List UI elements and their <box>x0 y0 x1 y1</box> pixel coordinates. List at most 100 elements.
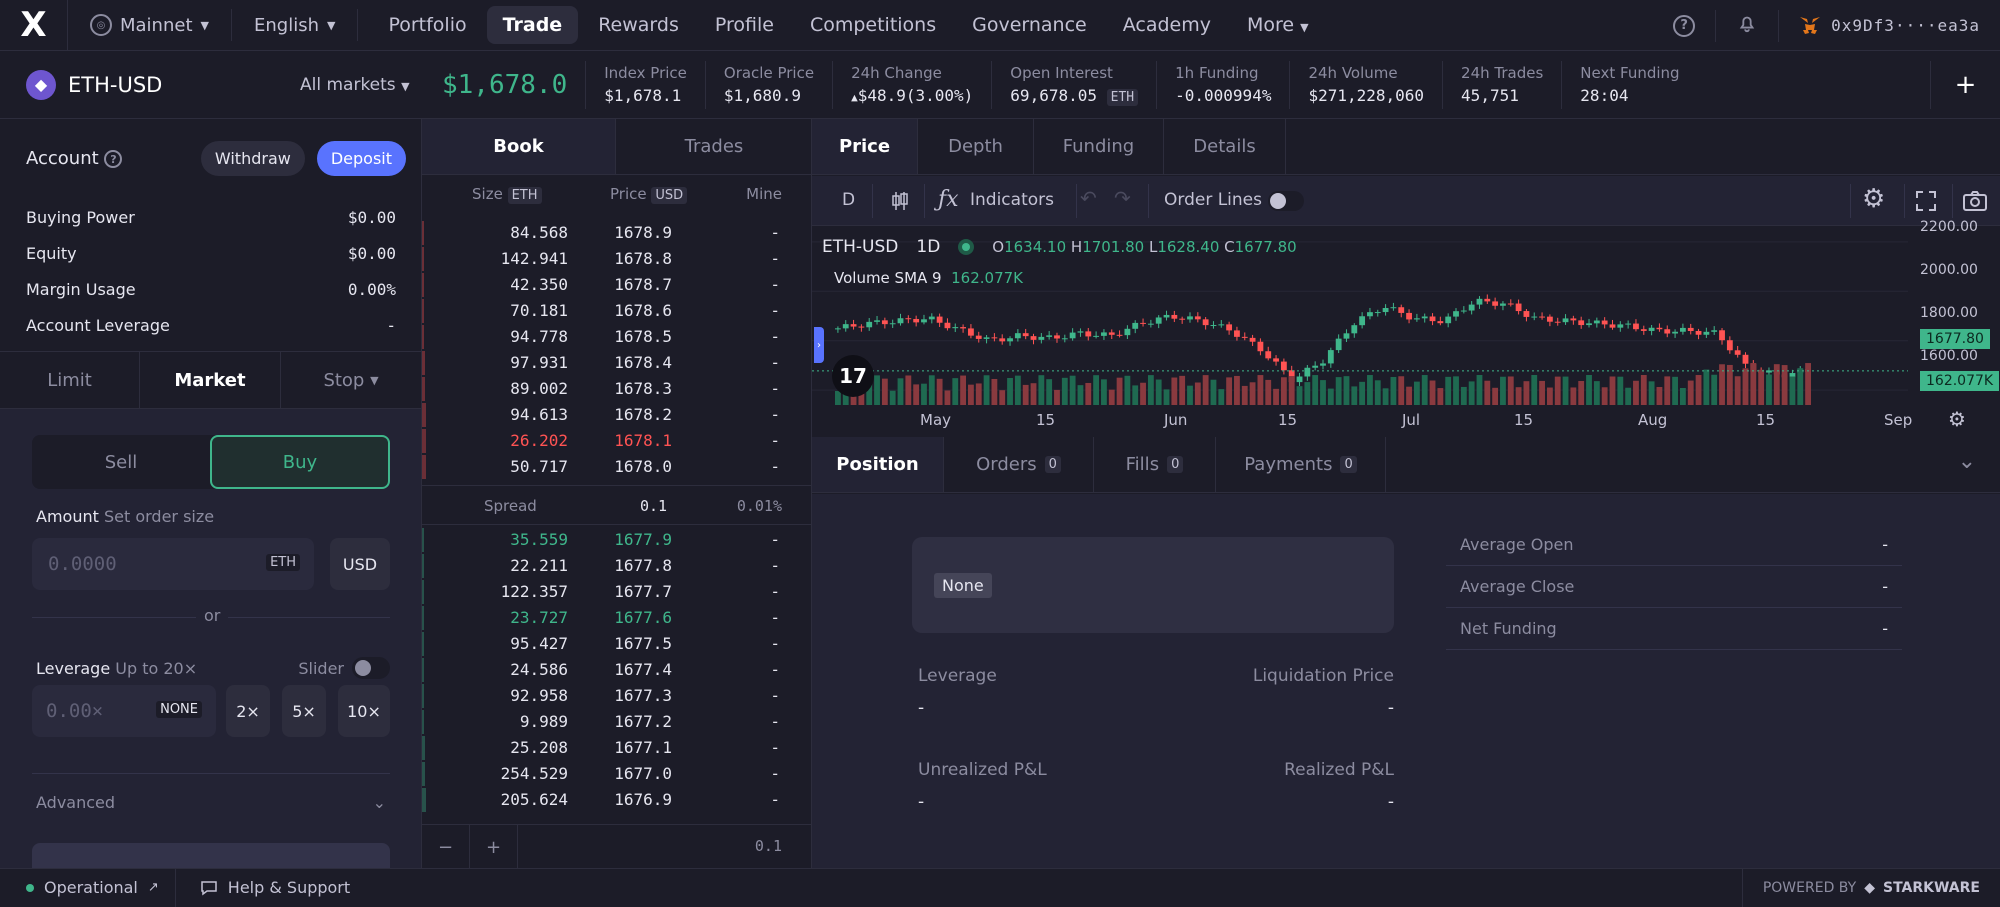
bid-row[interactable]: 122.357 1677.7 - <box>422 579 812 605</box>
language-selector[interactable]: English ▼ <box>232 0 357 51</box>
expand-sidebar-handle[interactable]: › <box>814 327 824 363</box>
nav-profile[interactable]: Profile <box>714 14 774 36</box>
tab-funding[interactable]: Funding <box>1034 119 1164 174</box>
powered-by: POWERED BY ◆ STARKWARE <box>1741 869 2000 907</box>
tradingview-logo[interactable]: 17 <box>832 355 874 397</box>
tab-orders[interactable]: Orders 0 <box>944 437 1094 492</box>
place-order-button[interactable] <box>32 843 390 869</box>
zoom-out-button[interactable]: − <box>422 825 470 869</box>
slider-toggle[interactable]: Slider <box>298 657 390 679</box>
volume-bar <box>1030 383 1037 405</box>
ask-row[interactable]: 84.568 1678.9 - <box>422 220 812 246</box>
all-markets-dropdown[interactable]: All markets ▼ <box>300 75 418 95</box>
ask-row[interactable]: 42.350 1678.7 - <box>422 272 812 298</box>
leverage-5x-button[interactable]: 5× <box>282 685 326 737</box>
deposit-button[interactable]: Deposit <box>316 141 406 176</box>
withdraw-button[interactable]: Withdraw <box>200 141 305 176</box>
bid-row[interactable]: 22.211 1677.8 - <box>422 553 812 579</box>
leverage-10x-button[interactable]: 10× <box>338 685 390 737</box>
order-lines-toggle[interactable] <box>1268 191 1304 211</box>
tab-details[interactable]: Details <box>1164 119 1286 174</box>
tab-depth[interactable]: Depth <box>918 119 1034 174</box>
ask-row[interactable]: 94.778 1678.5 - <box>422 324 812 350</box>
candle-body <box>1445 316 1452 324</box>
tab-position[interactable]: Position <box>812 437 944 492</box>
camera-icon[interactable] <box>1962 189 1988 213</box>
nav-governance[interactable]: Governance <box>972 14 1087 36</box>
tab-book[interactable]: Book <box>422 119 616 174</box>
help-button[interactable]: ? <box>1653 14 1715 37</box>
tab-trades[interactable]: Trades <box>684 136 744 157</box>
ask-row[interactable]: 70.181 1678.6 - <box>422 298 812 324</box>
tab-market[interactable]: Market <box>140 352 281 408</box>
bid-row[interactable]: 95.427 1677.5 - <box>422 631 812 657</box>
volume-bar <box>889 390 896 405</box>
volume-bar <box>1703 369 1710 405</box>
ask-row[interactable]: 97.931 1678.4 - <box>422 350 812 376</box>
candle-body <box>1038 336 1045 340</box>
amount-field[interactable]: 0.0000 ETH <box>32 538 314 590</box>
ask-row[interactable]: 142.941 1678.8 - <box>422 246 812 272</box>
bid-row[interactable]: 92.958 1677.3 - <box>422 683 812 709</box>
tab-limit[interactable]: Limit <box>0 352 140 408</box>
nav-rewards[interactable]: Rewards <box>598 14 679 36</box>
sell-toggle[interactable]: Sell <box>104 451 138 473</box>
bid-row[interactable]: 254.529 1677.0 - <box>422 761 812 787</box>
mine-cell: - <box>770 223 780 242</box>
interval-button[interactable]: D <box>842 190 856 210</box>
bid-row[interactable]: 9.989 1677.2 - <box>422 709 812 735</box>
nav-more[interactable]: More ▼ <box>1231 6 1325 44</box>
nav-portfolio[interactable]: Portfolio <box>388 14 467 36</box>
advanced-toggle[interactable]: Advanced ⌄ <box>36 793 386 812</box>
ask-row[interactable]: 94.613 1678.2 - <box>422 402 812 428</box>
info-icon[interactable]: ? <box>104 150 123 168</box>
mine-cell: - <box>770 608 780 627</box>
indicators-button[interactable]: Indicators <box>970 190 1054 210</box>
nav-trade[interactable]: Trade <box>486 6 579 44</box>
bid-row[interactable]: 23.727 1677.6 - <box>422 605 812 631</box>
ask-row[interactable]: 26.202 1678.1 - <box>422 428 812 454</box>
ask-row[interactable]: 89.002 1678.3 - <box>422 376 812 402</box>
bid-row[interactable]: 24.586 1677.4 - <box>422 657 812 683</box>
undo-icon[interactable]: ↶ <box>1080 186 1097 210</box>
notifications-button[interactable] <box>1716 12 1778 39</box>
tab-stop[interactable]: Stop ▼ <box>281 352 421 408</box>
help-support-link[interactable]: Help & Support <box>176 878 374 897</box>
add-market-button[interactable]: + <box>1930 61 2000 109</box>
leverage-2x-button[interactable]: 2× <box>226 685 270 737</box>
ask-row[interactable]: 50.717 1678.0 - <box>422 454 812 480</box>
axis-settings-icon[interactable]: ⚙ <box>1948 407 1966 431</box>
dydx-logo[interactable]: X <box>0 0 68 51</box>
candle-body <box>1633 323 1639 330</box>
tradingview-logo-mark: 17 <box>839 364 867 388</box>
depth-bar <box>422 606 424 630</box>
candlestick-icon[interactable] <box>888 189 912 213</box>
price-chart[interactable]: ETH-USD 1D O1634.10 H1701.80 L1628.40 C1… <box>812 219 2000 437</box>
tab-price[interactable]: Price <box>812 119 918 174</box>
chart-settings-icon[interactable]: ⚙ <box>1862 184 1886 214</box>
network-selector[interactable]: ◎ Mainnet ▼ <box>68 0 231 51</box>
tab-payments[interactable]: Payments 0 <box>1216 437 1386 492</box>
nav-competitions[interactable]: Competitions <box>809 14 937 36</box>
bid-row[interactable]: 205.624 1676.9 - <box>422 787 812 813</box>
status-link[interactable]: Operational ↗ <box>0 868 176 907</box>
market-symbol[interactable]: ◆ ETH-USD <box>0 69 300 100</box>
bid-row[interactable]: 35.559 1677.9 - <box>422 527 812 553</box>
collapse-chevron-icon[interactable]: ⌄ <box>1957 449 1976 474</box>
leverage-field[interactable]: 0.00× NONE <box>32 685 216 737</box>
wallet-button[interactable]: 0x9Df3····ea3a <box>1779 16 2000 36</box>
price-cell: 1678.2 <box>614 405 672 424</box>
bid-row[interactable]: 25.208 1677.1 - <box>422 735 812 761</box>
tab-fills[interactable]: Fills 0 <box>1094 437 1216 492</box>
redo-icon[interactable]: ↷ <box>1114 186 1131 210</box>
buy-toggle[interactable]: Buy <box>210 435 390 489</box>
volume-bar <box>1445 376 1452 405</box>
liquidation-price-label: Liquidation Price <box>1252 666 1394 686</box>
zoom-in-button[interactable]: + <box>470 825 518 869</box>
nav-right: ? 0x9Df3····ea3a <box>1653 0 2000 51</box>
nav-academy[interactable]: Academy <box>1122 14 1211 36</box>
usd-toggle-button[interactable]: USD <box>330 538 390 590</box>
ohlc-values: O1634.10 H1701.80 L1628.40 C1677.80 <box>992 238 1297 256</box>
status-label: Operational <box>44 878 138 897</box>
fullscreen-icon[interactable] <box>1914 189 1938 213</box>
